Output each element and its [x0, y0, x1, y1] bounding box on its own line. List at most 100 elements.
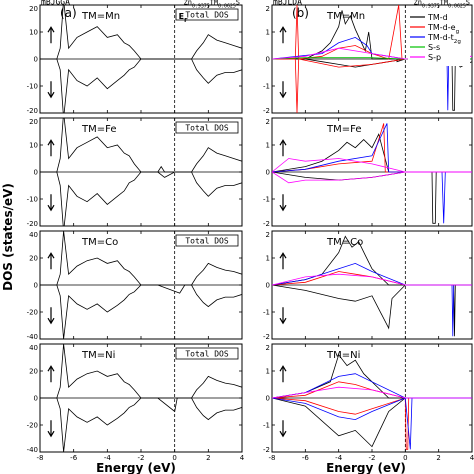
y-tick-label: -1	[263, 83, 270, 91]
x-axis-label-left: Energy (eV)	[96, 461, 176, 474]
x-tick-label: 0	[172, 454, 176, 462]
x-tick-label: -6	[70, 454, 78, 462]
spin-down-arrow-head	[279, 430, 287, 438]
spin-down-arrow-head	[279, 317, 287, 325]
y-tick-label: 10	[29, 29, 38, 37]
y-tick-label: 0	[266, 169, 270, 177]
spin-down-arrow-head	[279, 91, 287, 99]
legend-entry: S-s	[428, 43, 440, 52]
dos-panel: -20 -10 0 10 20 TM=Fe Total DOS	[27, 117, 243, 228]
y-tick-label: 0	[34, 169, 38, 177]
x-axis-label-right: Energy (eV)	[326, 461, 406, 474]
y-tick-label: 0	[266, 395, 270, 403]
tm-label: TM=Mn	[81, 11, 120, 22]
tm-label: TM=Fe	[81, 124, 116, 135]
spin-up-arrow-head	[279, 26, 287, 33]
compound-label: Zn0.9375TM0.0625S	[414, 0, 470, 10]
y-tick-label: 20	[29, 368, 38, 376]
legend-entry: TM-d-eg	[427, 23, 460, 35]
y-tick-label: 0	[266, 282, 270, 290]
spin-up-arrow-head	[279, 365, 287, 372]
x-tick-label: -8	[269, 454, 276, 462]
y-tick-label: -2	[263, 107, 270, 115]
dos-panel: -2 -1 0 1 2 TM=Fe	[263, 117, 473, 228]
y-tick-label: -1	[263, 196, 270, 204]
tm-label: TM=Co	[326, 237, 363, 248]
spin-down-arrow-head	[47, 91, 55, 99]
y-tick-label: 10	[29, 142, 38, 150]
y-axis-label: DOS (states/eV)	[1, 183, 15, 291]
y-tick-label: 2	[266, 118, 270, 126]
dos-series-line	[272, 284, 472, 337]
spin-up-arrow-head	[47, 26, 55, 33]
y-tick-label: 0	[34, 282, 38, 290]
tm-label: TM=Co	[81, 237, 118, 248]
tm-label: TM=Ni	[81, 350, 115, 361]
y-tick-label: -2	[263, 446, 270, 454]
y-tick-label: 20	[29, 5, 38, 13]
y-tick-label: 1	[266, 255, 270, 263]
dos-series-line	[272, 397, 472, 450]
legend-box	[175, 234, 239, 247]
tm-label: TM=Fe	[326, 124, 361, 135]
dos-series-line	[272, 386, 472, 399]
series-group	[272, 353, 472, 450]
series-group	[40, 5, 242, 113]
spin-up-arrow-head	[47, 365, 55, 372]
y-tick-label: 2	[266, 344, 270, 352]
y-tick-label: 1	[266, 142, 270, 150]
dos-series-line	[272, 397, 472, 448]
y-tick-label: 0	[34, 56, 38, 64]
series-group	[272, 5, 472, 113]
y-tick-label: -10	[27, 196, 38, 204]
y-tick-label: 40	[29, 344, 38, 352]
x-tick-label: -6	[302, 454, 310, 462]
spin-down-arrow-head	[279, 204, 287, 212]
legend-entry: TM-d-t2g	[427, 33, 461, 45]
series-group	[272, 235, 472, 337]
spin-down-arrow-head	[47, 430, 55, 438]
legend-box	[175, 347, 239, 360]
y-tick-label: -10	[27, 83, 38, 91]
dos-series-line	[272, 171, 472, 184]
legend-entry: TM-d	[427, 13, 448, 22]
dos-series-line	[40, 5, 242, 60]
x-tick-label: 4	[470, 454, 474, 462]
spin-up-arrow-head	[279, 139, 287, 146]
tm-label: TM=Ni	[326, 350, 360, 361]
dos-series-line	[40, 58, 242, 113]
x-tick-label: -2	[369, 454, 376, 462]
spin-up-arrow-head	[47, 139, 55, 146]
legend-box	[175, 121, 239, 134]
dos-panel: -2-1012TM=MnEF(b)mBJLDAZn0.9375TM0.0625S…	[263, 0, 473, 115]
method-label: mBJGGA	[41, 0, 70, 7]
legend-label: Total DOS	[185, 350, 229, 359]
series-group	[272, 123, 472, 224]
legend-box	[175, 8, 239, 21]
legend-label: Total DOS	[185, 11, 229, 20]
dos-series-line	[272, 397, 472, 450]
y-tick-label: 1	[266, 368, 270, 376]
x-tick-label: -4	[104, 454, 112, 462]
legend-label: Total DOS	[185, 237, 229, 246]
y-tick-label: -20	[27, 422, 38, 430]
y-tick-label: -40	[27, 333, 38, 341]
compound-label: Zn0.9375TM0.0625S	[184, 0, 240, 10]
dos-series-line	[40, 397, 242, 452]
tm-label: TM=Mn	[326, 11, 365, 22]
dos-series-line	[272, 273, 472, 286]
y-tick-label: -20	[27, 309, 38, 317]
dos-panel: -2 -1 0 1 2 -8 -6 -4 -2 0 2 4 TM=Ni	[263, 343, 474, 462]
y-tick-label: -1	[263, 422, 270, 430]
x-tick-label: 2	[206, 454, 210, 462]
y-tick-label: 20	[29, 255, 38, 263]
dos-series-line	[40, 231, 242, 286]
dos-series-line	[272, 58, 472, 113]
spin-up-arrow-head	[47, 252, 55, 259]
y-tick-label: 1	[266, 29, 270, 37]
panel-label: (a)	[60, 6, 77, 20]
fermi-label: EF	[179, 12, 188, 24]
legend-entry: S-p	[428, 53, 441, 62]
dos-series-line	[272, 10, 472, 63]
